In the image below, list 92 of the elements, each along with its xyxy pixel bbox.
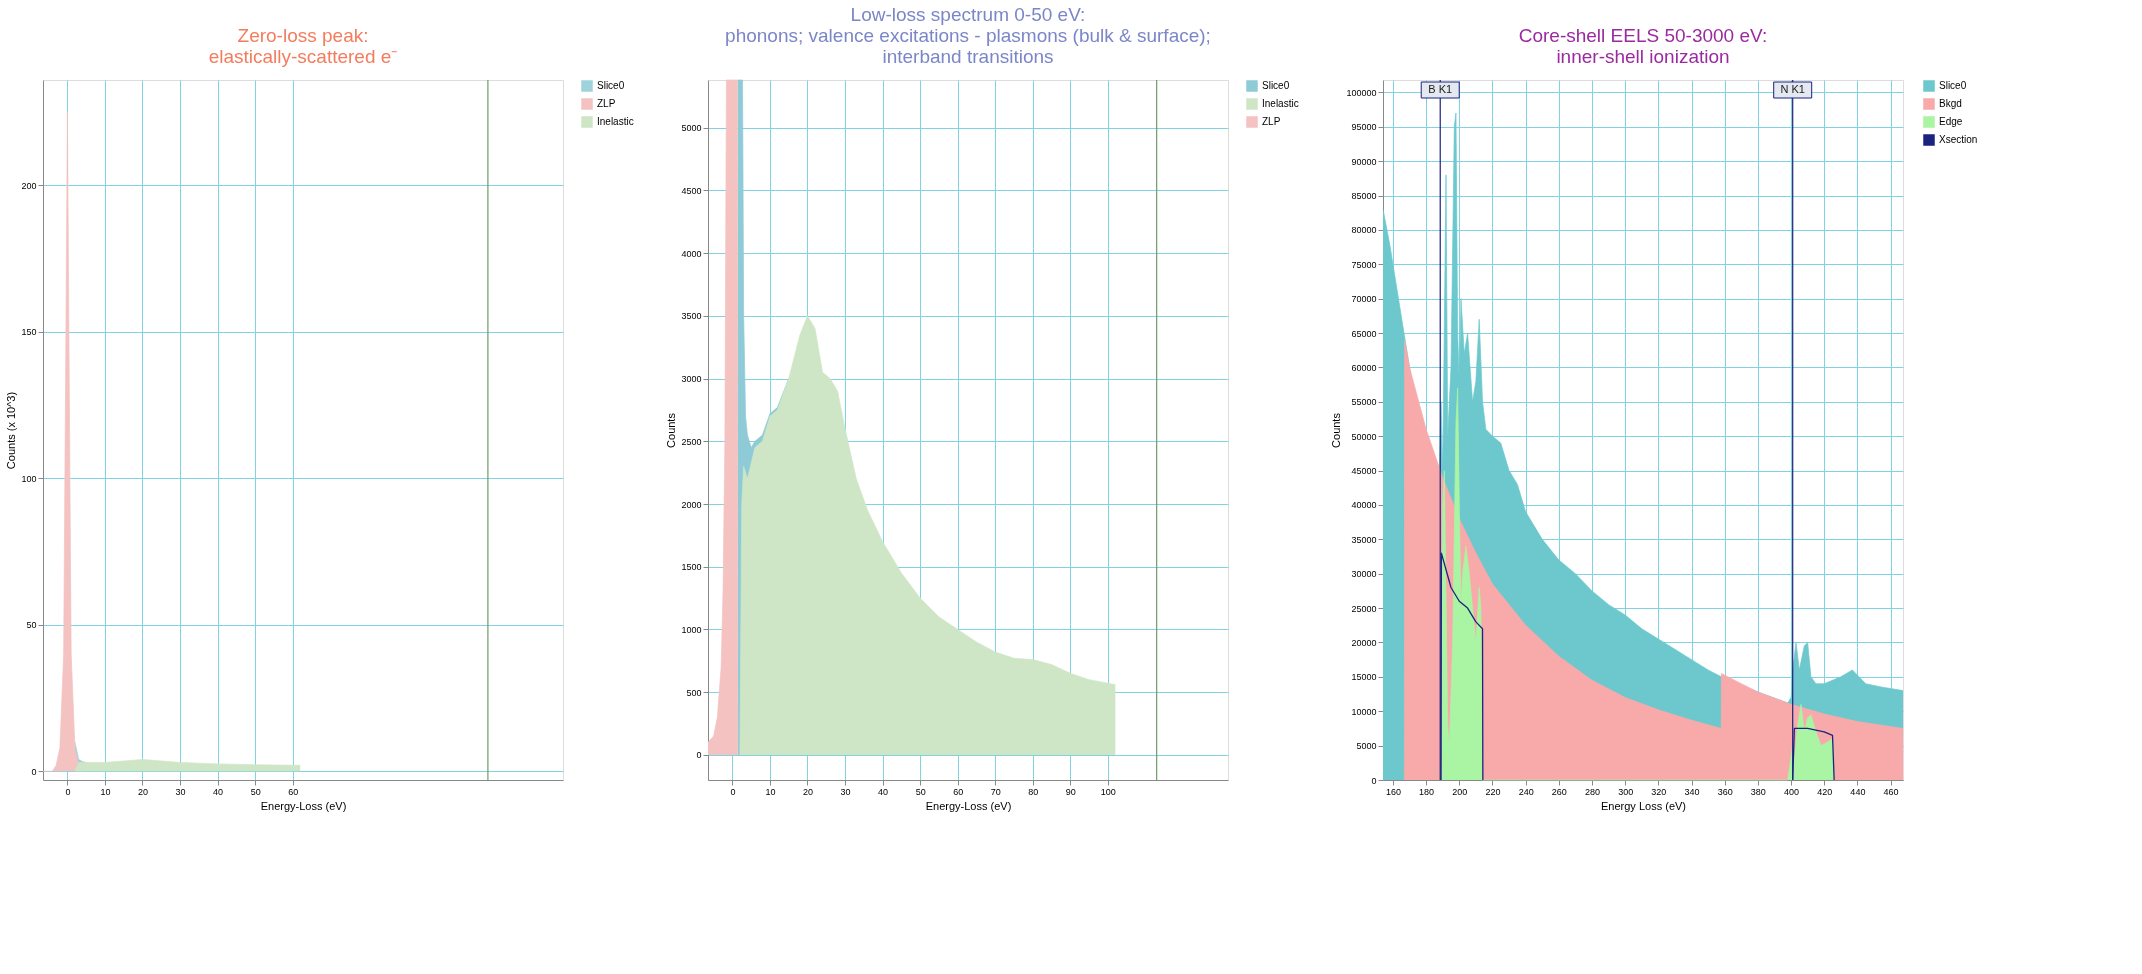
y-tick-label: 500 [686,687,702,698]
x-tick-label: 300 [1618,786,1634,797]
y-tick-label: 95000 [1351,122,1377,133]
y-tick-label: 30000 [1351,569,1377,580]
y-tick-label: 2000 [681,499,702,510]
text: Core-shell EELS 50-3000 eV: inner-shell ionization [1518,25,1768,68]
y-tick-label: 75000 [1351,259,1377,270]
legend-label: Xsection [1939,134,1978,145]
y-axis-title: Counts [665,412,678,448]
x-tick-label: 280 [1584,786,1601,797]
ref-line-label: B K1 [1428,83,1453,95]
y-axis-title: Counts [1330,412,1343,448]
y-tick-label: 35000 [1351,534,1377,545]
x-tick-label: 70 [990,786,1001,797]
y-tick-label: 85000 [1351,191,1377,202]
y-tick-label: 100 [21,473,37,484]
x-tick-label: 0 [65,786,71,797]
legend-label: Bkgd [1939,98,1962,109]
y-tick-label: 0 [696,750,702,761]
x-tick-label: 200 [1452,786,1468,797]
y-tick-label: 70000 [1351,294,1377,305]
ref-line-label: N K1 [1780,83,1805,95]
x-tick-label: 460 [1883,786,1899,797]
y-tick-label: 55000 [1351,397,1377,408]
y-tick-label: 100000 [1346,87,1377,98]
legend-label: ZLP [597,98,616,109]
x-tick-label: 10 [765,786,776,797]
x-tick-label: 380 [1750,786,1766,797]
x-tick-label: 40 [213,786,224,797]
y-tick-label: 1500 [681,562,702,573]
text: Low-loss spectrum 0-50 eV: phonons; valence excitations - plasmons (bulk & surface); interband transitions [725,3,1211,67]
y-tick-label: 10000 [1351,706,1377,717]
y-tick-label: 0 [1371,775,1377,786]
y-tick-label: 150 [21,327,37,338]
y-tick-label: 3000 [681,374,702,385]
x-tick-label: 400 [1784,786,1800,797]
x-tick-label: 30 [175,786,186,797]
x-tick-label: 160 [1385,786,1401,797]
x-tick-label: 420 [1817,786,1833,797]
x-tick-label: 240 [1518,786,1534,797]
x-tick-label: 30 [840,786,851,797]
legend-label: Inelastic [597,116,634,127]
y-tick-label: 4000 [681,248,702,259]
y-tick-label: 45000 [1351,466,1377,477]
y-tick-label: 2500 [681,436,702,447]
legend-label: Slice0 [1939,80,1967,91]
y-tick-label: 200 [21,180,37,191]
y-tick-label: 5000 [1356,741,1377,752]
x-tick-label: 20 [137,786,148,797]
x-tick-label: 50 [250,786,261,797]
x-tick-label: 340 [1684,786,1700,797]
y-tick-label: 15000 [1351,672,1377,683]
x-tick-label: 60 [288,786,299,797]
y-tick-label: 25000 [1351,603,1377,614]
x-axis-title: Energy-Loss (eV) [925,799,1012,812]
x-tick-label: 20 [802,786,813,797]
x-axis-title: Energy-Loss (eV) [260,799,347,812]
x-tick-label: 0 [730,786,736,797]
x-tick-label: 100 [1100,786,1116,797]
x-tick-label: 260 [1551,786,1567,797]
text: Zero-loss peak: elastically-scattered e⁻ [208,25,398,68]
x-tick-label: 40 [878,786,889,797]
legend-label: Slice0 [597,80,625,91]
y-tick-label: 4500 [681,185,702,196]
y-tick-label: 5000 [681,123,702,134]
legend-label: ZLP [1262,116,1281,127]
x-tick-label: 320 [1651,786,1667,797]
x-tick-label: 440 [1850,786,1866,797]
x-tick-label: 10 [100,786,111,797]
x-axis-title: Energy Loss (eV) [1601,799,1686,812]
x-tick-label: 220 [1485,786,1501,797]
x-tick-label: 360 [1717,786,1733,797]
legend-label: Edge [1939,116,1963,127]
legend-label: Inelastic [1262,98,1299,109]
x-tick-label: 180 [1419,786,1435,797]
x-tick-label: 50 [915,786,926,797]
y-tick-label: 0 [31,766,37,777]
x-tick-label: 90 [1065,786,1076,797]
y-tick-label: 40000 [1351,500,1377,511]
legend-label: Slice0 [1262,80,1290,91]
y-tick-label: 20000 [1351,637,1377,648]
y-tick-label: 90000 [1351,156,1377,167]
y-tick-label: 65000 [1351,328,1377,339]
y-axis-title: Counts (x 10^3) [5,391,18,470]
y-tick-label: 60000 [1351,362,1377,373]
x-tick-label: 80 [1028,786,1039,797]
y-tick-label: 50 [26,620,37,631]
y-tick-label: 80000 [1351,225,1377,236]
y-tick-label: 1000 [681,624,702,635]
x-tick-label: 60 [953,786,964,797]
y-tick-label: 3500 [681,311,702,322]
y-tick-label: 50000 [1351,431,1377,442]
